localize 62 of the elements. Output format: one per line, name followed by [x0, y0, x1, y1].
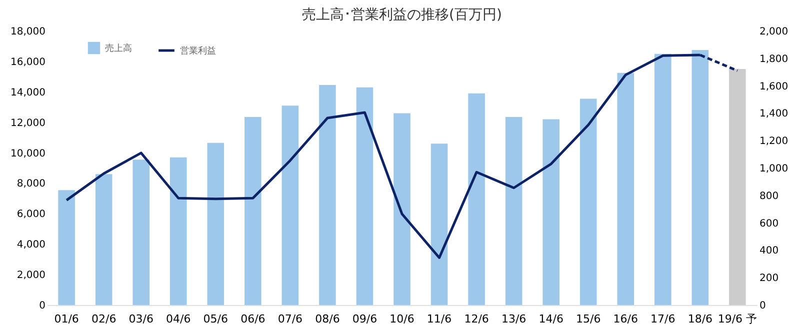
y2-tick-label: 200: [760, 273, 779, 284]
bar: [617, 72, 634, 305]
bar: [394, 113, 410, 305]
x-tick-label: 15/6: [576, 312, 601, 326]
y2-tick-label: 1,000: [760, 164, 788, 174]
chart-title: 売上高･営業利益の推移(百万円): [302, 7, 502, 23]
x-tick-label: 02/6: [91, 312, 116, 326]
y-tick-label: 0: [39, 300, 46, 312]
y-tick-label: 10,000: [10, 148, 46, 160]
bar: [95, 174, 112, 305]
x-tick-label: 07/6: [278, 312, 303, 326]
legend-label: 営業利益: [180, 46, 216, 56]
bar: [58, 190, 75, 305]
y-tick-label: 2,000: [16, 270, 46, 282]
y2-tick-label: 1,600: [760, 81, 788, 92]
x-tick-label: 05/6: [203, 312, 228, 326]
y-tick-label: 6,000: [16, 209, 46, 220]
y-tick-label: 18,000: [10, 26, 46, 38]
x-tick-label: 08/6: [315, 312, 340, 326]
bar: [654, 54, 672, 305]
y2-tick-label: 1,800: [760, 54, 788, 65]
y-tick-label: 4,000: [16, 240, 46, 251]
x-tick-label: 11/6: [426, 312, 452, 326]
y-tick-label: 14,000: [10, 87, 46, 98]
bar: [505, 117, 522, 305]
legend-label: 売上高: [105, 43, 132, 54]
bar: [319, 85, 336, 305]
x-tick-label: 03/6: [128, 312, 154, 326]
x-tick-label: 16/6: [613, 312, 638, 326]
bar: [468, 93, 485, 305]
x-tick-label: 10/6: [390, 312, 414, 326]
x-tick-label: 12/6: [464, 312, 489, 326]
bar: [207, 142, 224, 305]
bar: [692, 50, 709, 305]
x-tick-label: 17/6: [650, 312, 676, 326]
x-tick-label: 09/6: [352, 312, 378, 326]
y2-tick-label: 2,000: [760, 26, 788, 38]
x-tick-label: 04/6: [166, 312, 191, 326]
bar: [542, 119, 560, 305]
y2-tick-label: 0: [760, 300, 766, 312]
y2-tick-label: 400: [760, 246, 779, 257]
x-tick-label: 14/6: [538, 312, 564, 326]
x-tick-label: 18/6: [688, 312, 713, 326]
x-tick-label: 19/6 予: [718, 312, 758, 326]
bar: [282, 106, 299, 305]
bar: [356, 87, 374, 305]
x-tick-label: 01/6: [54, 312, 79, 326]
y-tick-label: 16,000: [10, 56, 46, 68]
y2-tick-label: 600: [760, 218, 779, 230]
y-tick-label: 8,000: [16, 178, 46, 190]
y2-tick-label: 1,400: [760, 108, 788, 120]
y2-tick-label: 1,200: [760, 136, 788, 148]
y-tick-label: 12,000: [10, 118, 46, 129]
bar: [430, 144, 448, 305]
y2-tick-label: 800: [760, 190, 779, 202]
bar: [580, 98, 597, 305]
x-tick-label: 06/6: [240, 312, 266, 326]
bar: [244, 117, 262, 305]
bar: [170, 157, 187, 305]
bar: [729, 69, 746, 305]
x-tick-label: 13/6: [501, 312, 526, 326]
bar: [132, 160, 150, 305]
